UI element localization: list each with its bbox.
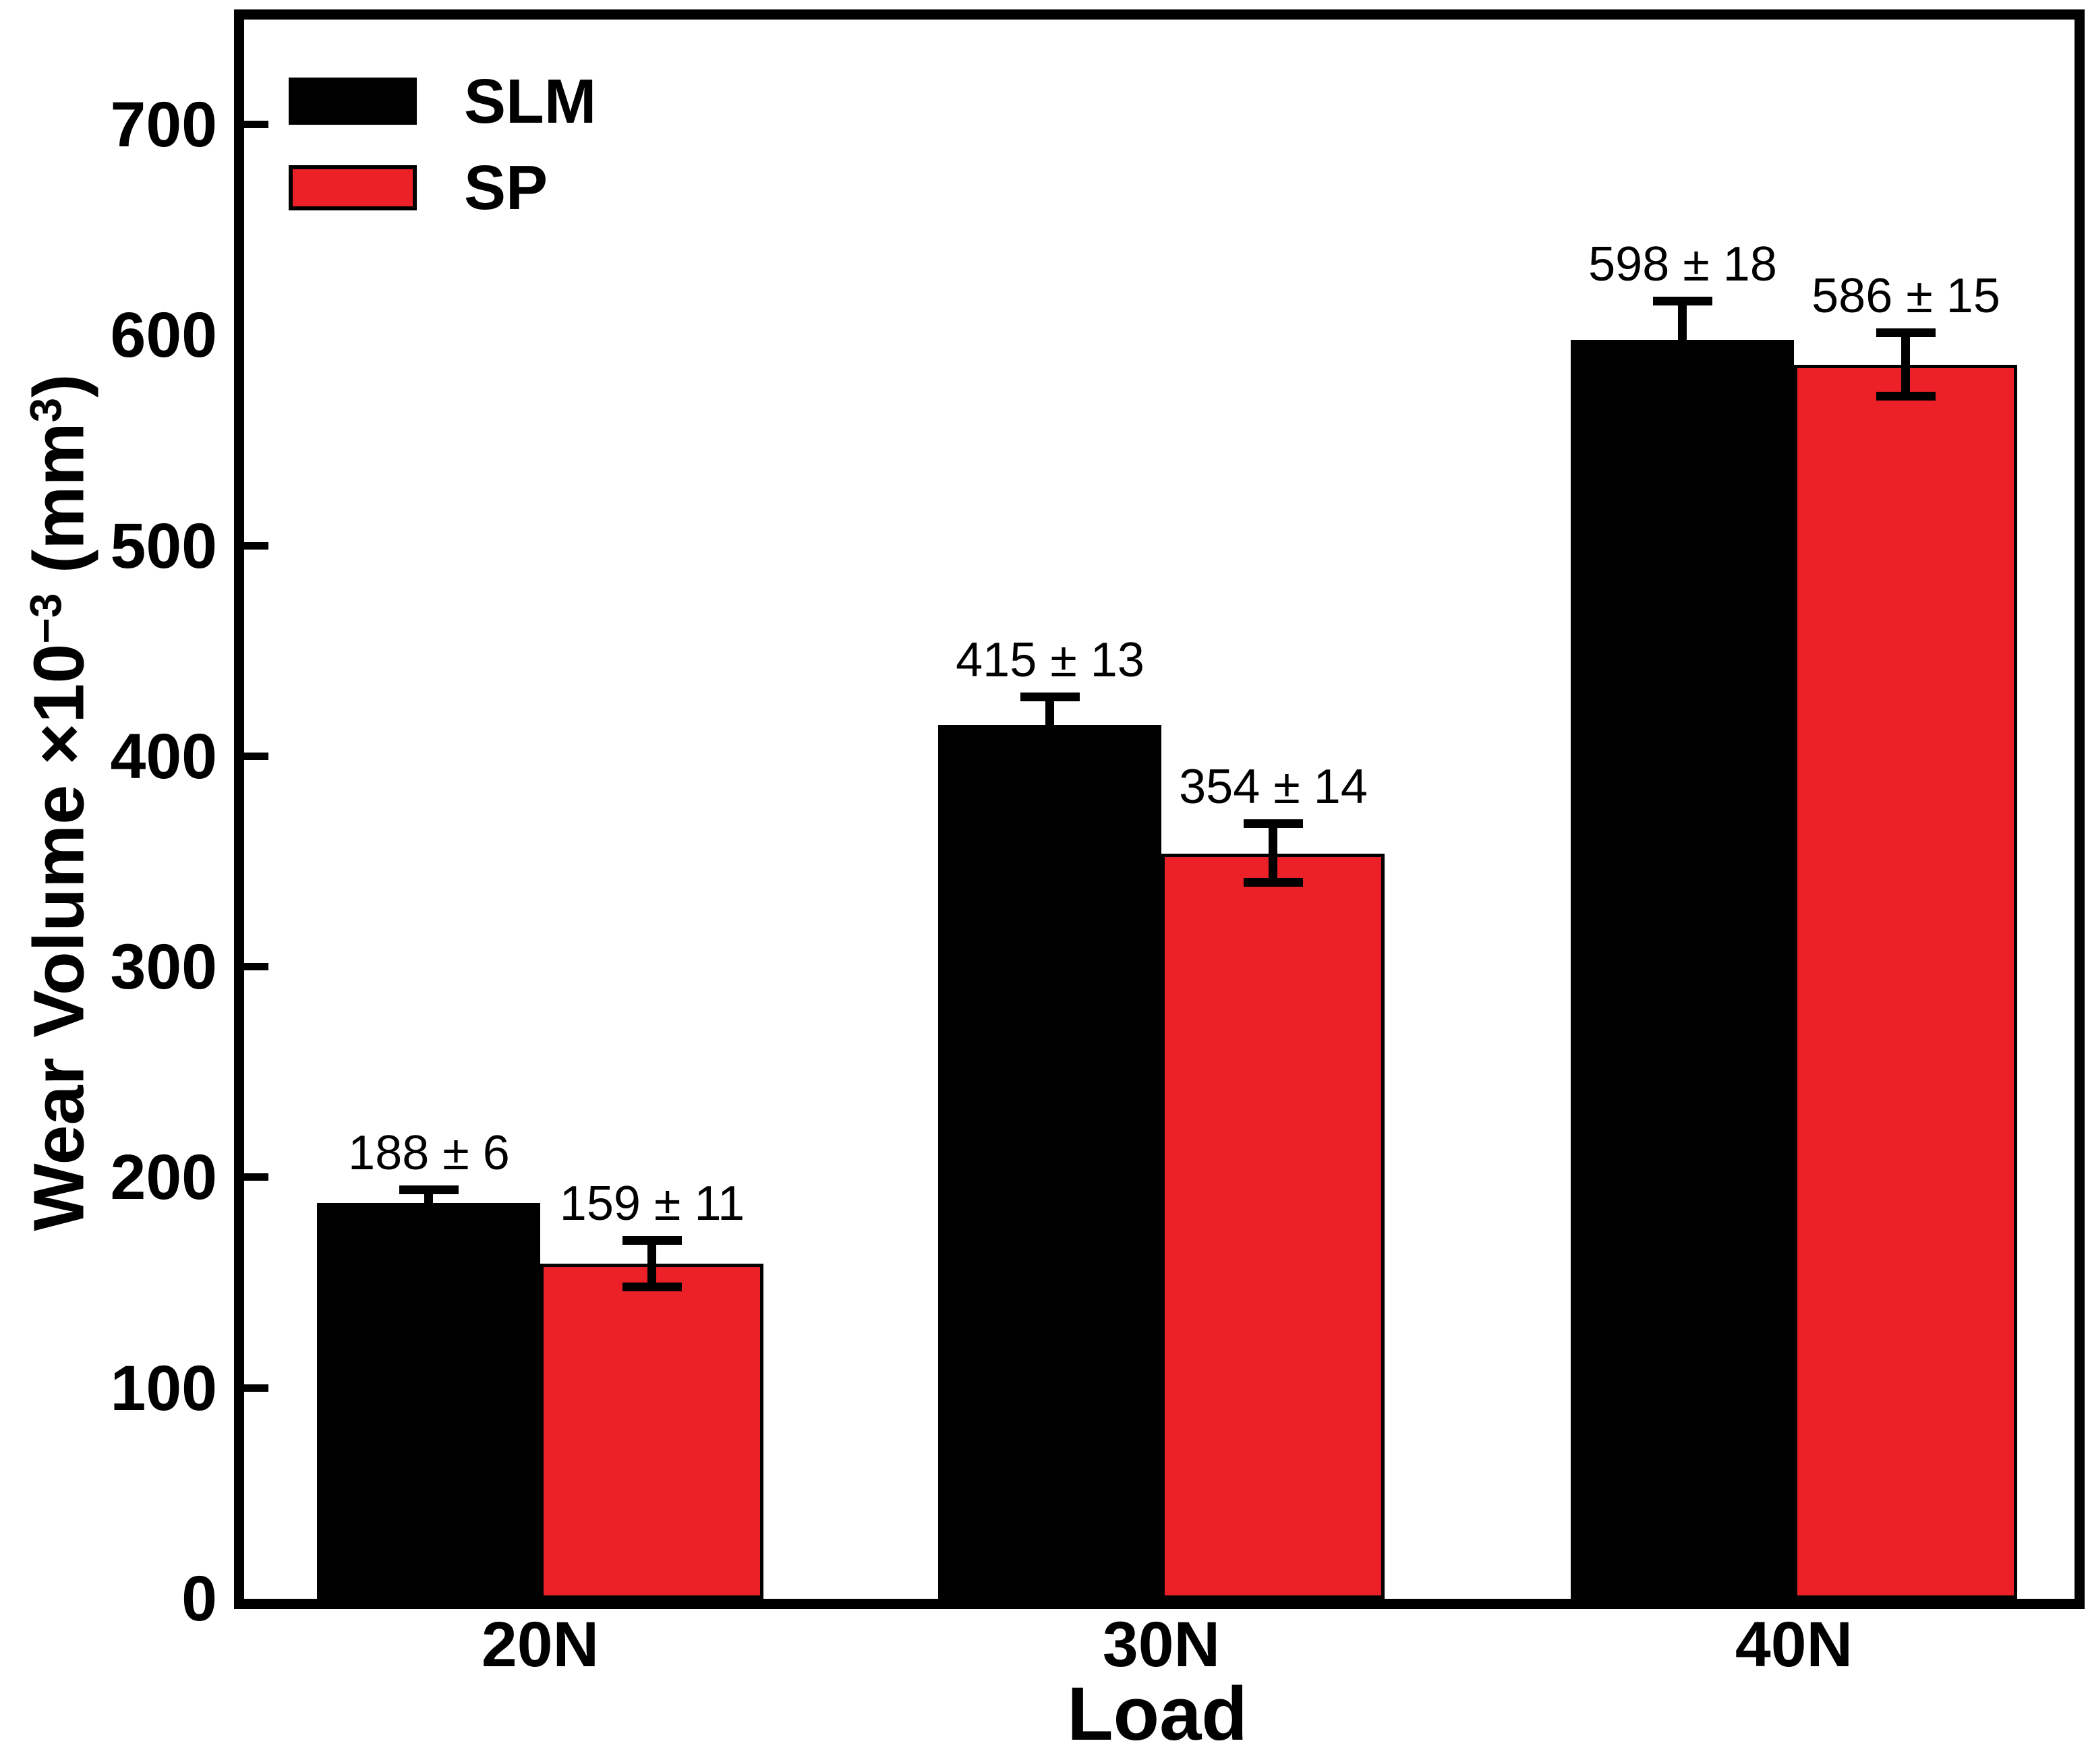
y-tick-label-700: 700 (110, 89, 217, 160)
error-bar-cap-top-sp-30n (1244, 819, 1303, 828)
y-tick-label-600: 600 (110, 299, 217, 371)
error-bar-cap-top-slm-40n (1653, 297, 1712, 305)
error-bar-cap-top-sp-40n (1876, 328, 1936, 337)
y-tick-mark-700 (244, 121, 268, 128)
bar-sp-20n (540, 1264, 763, 1599)
error-bar-cap-top-slm-30n (1020, 693, 1080, 701)
y-tick-label-300: 300 (110, 931, 217, 1003)
error-bar-cap-bottom-slm-40n (1653, 373, 1712, 382)
y-tick-label-0: 0 (181, 1563, 217, 1635)
error-bar-cap-bottom-slm-20n (399, 1211, 459, 1220)
error-bar-stem-sp-30n (1269, 824, 1277, 883)
y-axis-title-exponent: −3 (21, 593, 71, 644)
legend-label-sp: SP (464, 152, 548, 223)
bar-slm-20n (317, 1203, 540, 1599)
y-tick-mark-500 (244, 542, 268, 550)
y-axis-title-unit-open: (mm (19, 422, 99, 593)
value-label-sp-30n: 354 ± 14 (1179, 760, 1368, 814)
y-axis-title-text: Wear Volume ×10 (19, 643, 99, 1231)
value-label-sp-20n: 159 ± 11 (559, 1177, 745, 1231)
y-tick-label-200: 200 (110, 1142, 217, 1213)
error-bar-stem-slm-30n (1045, 697, 1054, 753)
y-axis-title: Wear Volume ×10−3 (mm3) (19, 374, 100, 1231)
x-tick-label-30n: 30N (1102, 1609, 1221, 1680)
error-bar-cap-bottom-sp-30n (1244, 878, 1303, 887)
y-tick-label-400: 400 (110, 721, 217, 792)
y-tick-label-500: 500 (110, 510, 217, 582)
bar-sp-30n (1161, 854, 1385, 1599)
error-bar-stem-slm-40n (1678, 301, 1687, 378)
error-bar-cap-top-slm-20n (399, 1185, 459, 1194)
bar-slm-40n (1571, 340, 1794, 1599)
error-bar-stem-slm-20n (424, 1190, 433, 1216)
x-tick-label-40n: 40N (1735, 1609, 1853, 1680)
y-axis-title-unit-exponent: 3 (21, 397, 71, 423)
y-axis-title-unit-close: ) (19, 374, 99, 398)
y-tick-mark-300 (244, 963, 268, 970)
error-bar-stem-sp-20n (647, 1241, 656, 1287)
error-bar-cap-bottom-slm-30n (1020, 748, 1080, 757)
x-tick-label-20n: 20N (481, 1609, 600, 1680)
y-tick-label-100: 100 (110, 1353, 217, 1424)
legend-swatch-slm (289, 78, 417, 125)
y-tick-mark-200 (244, 1173, 268, 1181)
value-label-sp-40n: 586 ± 15 (1811, 269, 2000, 323)
error-bar-cap-top-sp-20n (622, 1236, 682, 1245)
y-tick-mark-100 (244, 1384, 268, 1392)
error-bar-stem-sp-40n (1901, 333, 1910, 396)
bar-slm-30n (938, 725, 1161, 1599)
error-bar-cap-bottom-sp-40n (1876, 392, 1936, 401)
value-label-slm-40n: 598 ± 18 (1588, 237, 1777, 291)
value-label-slm-20n: 188 ± 6 (348, 1126, 510, 1180)
bar-sp-40n (1794, 365, 2017, 1599)
error-bar-cap-bottom-sp-20n (622, 1283, 682, 1291)
legend-swatch-sp (289, 165, 417, 210)
y-tick-mark-400 (244, 753, 268, 760)
value-label-slm-30n: 415 ± 13 (956, 633, 1144, 687)
x-axis-title: Load (1067, 1672, 1248, 1756)
legend-label-slm: SLM (464, 66, 597, 136)
